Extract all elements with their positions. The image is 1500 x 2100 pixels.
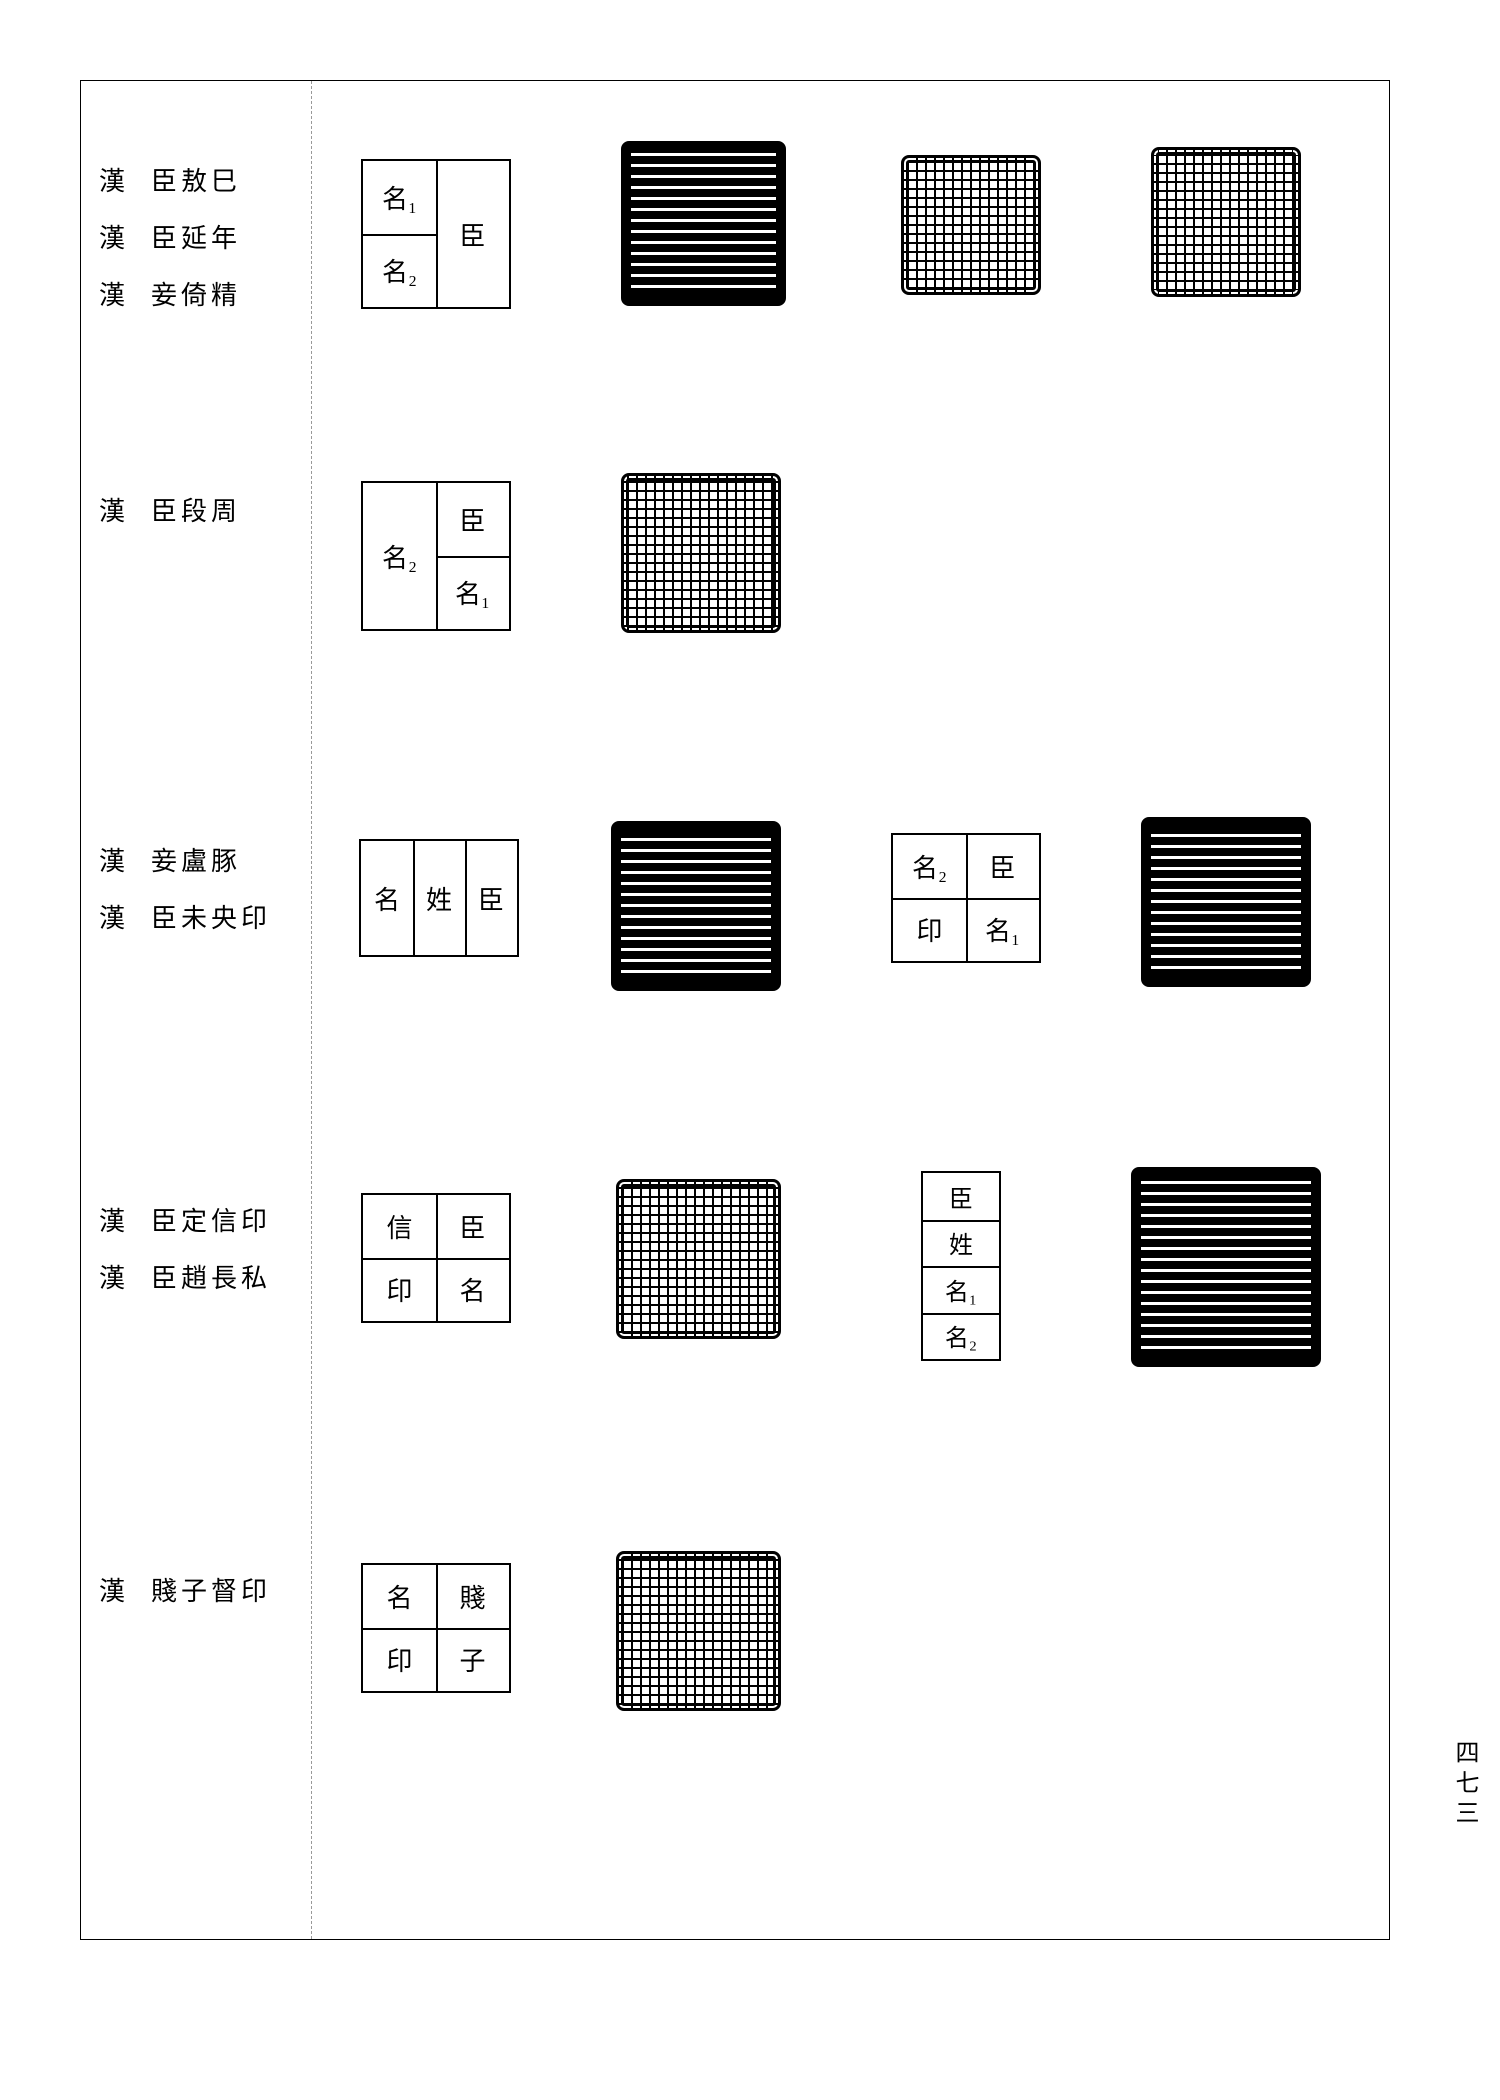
diagram-cell: 姓 xyxy=(413,841,465,955)
diagram-cell: 印 xyxy=(363,1628,436,1691)
seal-name: 臣敖巳 xyxy=(151,161,241,198)
seal-name: 妾倚精 xyxy=(151,275,241,312)
diagram-cell: 名₂ xyxy=(363,234,436,307)
diagram-cell: 信 xyxy=(363,1195,436,1258)
diagram-cell: 名 xyxy=(361,841,413,955)
diagram-cell: 臣 xyxy=(436,161,509,307)
row3-layout-diagram-a: 名 姓 臣 xyxy=(359,839,519,957)
diagram-cell: 名₁ xyxy=(436,556,509,629)
row1-layout-diagram: 名₁ 名₂ 臣 xyxy=(361,159,511,309)
row5-layout-diagram: 名 賤 印 子 xyxy=(361,1563,511,1693)
label-line: 漢 妾倚精 xyxy=(99,275,299,312)
label-line: 漢 臣趙長私 xyxy=(99,1258,299,1295)
seal-impression xyxy=(1141,817,1311,987)
seal-impression xyxy=(901,155,1041,295)
diagram-cell: 子 xyxy=(436,1628,509,1691)
label-line: 漢 臣段周 xyxy=(99,491,299,528)
diagram-cell: 臣 xyxy=(923,1173,999,1220)
seal-impression xyxy=(1151,147,1301,297)
dynasty: 漢 xyxy=(99,491,127,528)
column-separator xyxy=(311,81,312,1939)
diagram-cell: 名₂ xyxy=(893,835,966,898)
row2-labels: 漢 臣段周 xyxy=(99,491,299,548)
label-line: 漢 妾盧豚 xyxy=(99,841,299,878)
diagram-cell: 姓 xyxy=(923,1220,999,1267)
row3-layout-diagram-b: 名₂ 臣 印 名₁ xyxy=(891,833,1041,963)
diagram-cell: 名₁ xyxy=(923,1266,999,1313)
diagram-cell: 名₁ xyxy=(966,898,1039,961)
seal-name: 臣定信印 xyxy=(151,1201,271,1238)
seal-name: 臣段周 xyxy=(151,491,241,528)
diagram-cell: 印 xyxy=(893,898,966,961)
dynasty: 漢 xyxy=(99,898,127,935)
seal-name: 臣延年 xyxy=(151,218,241,255)
diagram-cell: 名₂ xyxy=(923,1313,999,1360)
label-line: 漢 臣延年 xyxy=(99,218,299,255)
label-line: 漢 臣敖巳 xyxy=(99,161,299,198)
diagram-cell: 臣 xyxy=(966,835,1039,898)
row1-labels: 漢 臣敖巳 漢 臣延年 漢 妾倚精 xyxy=(99,161,299,332)
row4-layout-diagram-a: 信 臣 印 名 xyxy=(361,1193,511,1323)
diagram-cell: 印 xyxy=(363,1258,436,1321)
diagram-cell: 臣 xyxy=(436,483,509,556)
dynasty: 漢 xyxy=(99,218,127,255)
seal-impression xyxy=(621,141,786,306)
seal-impression xyxy=(1131,1167,1321,1367)
seal-impression xyxy=(616,1179,781,1339)
seal-name: 賤子督印 xyxy=(151,1571,271,1608)
row2-layout-diagram: 名₂ 臣 名₁ xyxy=(361,481,511,631)
diagram-cell: 臣 xyxy=(465,841,517,955)
diagram-cell: 名₁ xyxy=(363,161,436,234)
seal-name: 臣未央印 xyxy=(151,898,271,935)
seal-impression xyxy=(621,473,781,633)
dynasty: 漢 xyxy=(99,1571,127,1608)
seal-name: 臣趙長私 xyxy=(151,1258,271,1295)
diagram-cell: 名 xyxy=(436,1258,509,1321)
page: 漢 臣敖巳 漢 臣延年 漢 妾倚精 名₁ 名₂ 臣 漢 臣段周 xyxy=(0,0,1500,2100)
label-line: 漢 賤子督印 xyxy=(99,1571,299,1608)
diagram-cell: 名₂ xyxy=(363,483,436,629)
seal-impression xyxy=(616,1551,781,1711)
dynasty: 漢 xyxy=(99,841,127,878)
page-number: 四七三 xyxy=(1447,1740,1482,1830)
dynasty: 漢 xyxy=(99,161,127,198)
row4-layout-diagram-b: 臣 姓 名₁ 名₂ xyxy=(921,1171,1001,1361)
label-line: 漢 臣未央印 xyxy=(99,898,299,935)
diagram-cell: 名 xyxy=(363,1565,436,1628)
seal-name: 妾盧豚 xyxy=(151,841,241,878)
dynasty: 漢 xyxy=(99,275,127,312)
content-frame: 漢 臣敖巳 漢 臣延年 漢 妾倚精 名₁ 名₂ 臣 漢 臣段周 xyxy=(80,80,1390,1940)
dynasty: 漢 xyxy=(99,1258,127,1295)
dynasty: 漢 xyxy=(99,1201,127,1238)
label-line: 漢 臣定信印 xyxy=(99,1201,299,1238)
row3-labels: 漢 妾盧豚 漢 臣未央印 xyxy=(99,841,299,955)
row4-labels: 漢 臣定信印 漢 臣趙長私 xyxy=(99,1201,299,1315)
diagram-cell: 臣 xyxy=(436,1195,509,1258)
diagram-cell: 賤 xyxy=(436,1565,509,1628)
row5-labels: 漢 賤子督印 xyxy=(99,1571,299,1628)
seal-impression xyxy=(611,821,781,991)
